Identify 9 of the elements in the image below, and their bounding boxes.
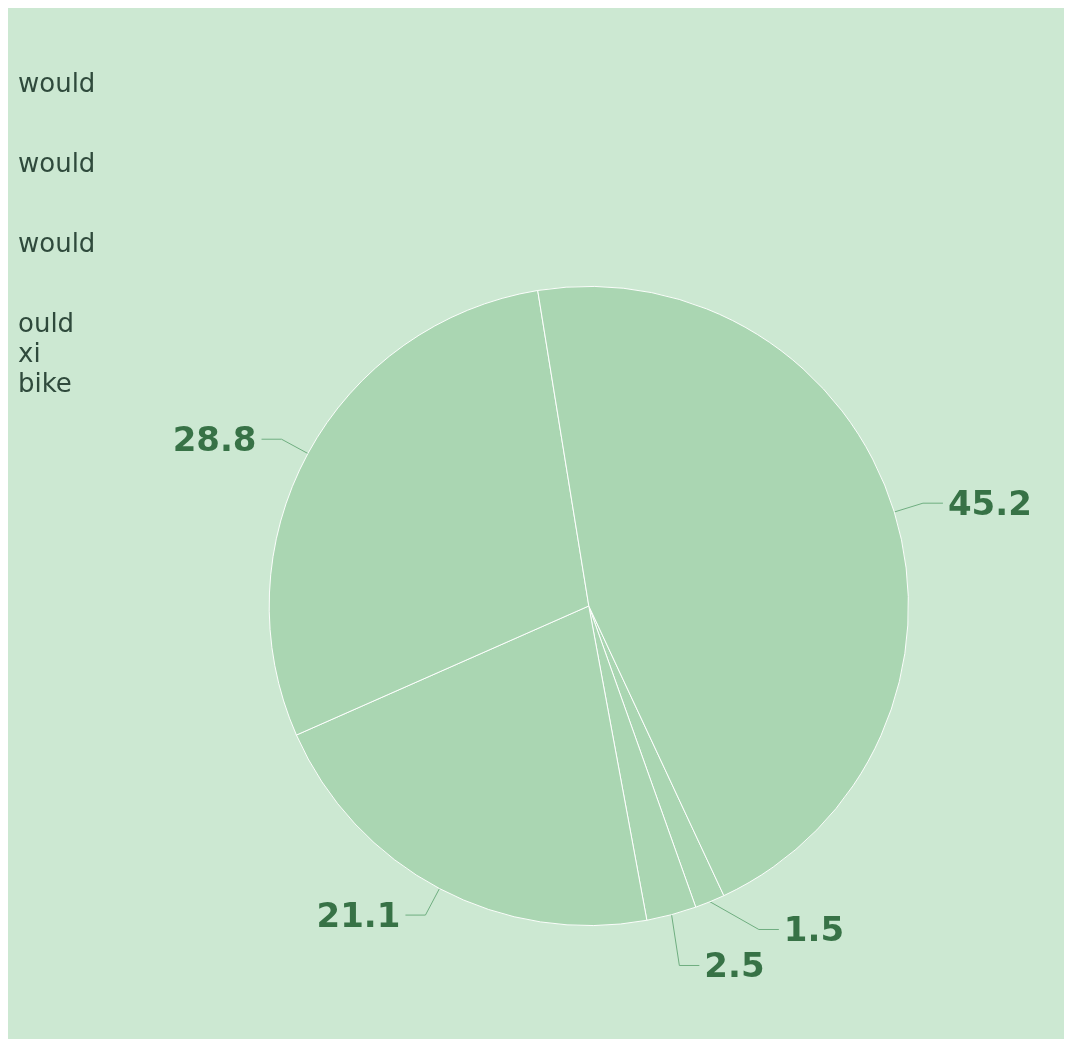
data-label: 45.2 [947,483,1032,524]
text: would [18,148,96,178]
data-label: 28.8 [172,419,257,460]
data-label: 21.1 [316,895,401,936]
text: would [18,228,96,258]
data-label: 1.5 [783,909,845,950]
data-label: 2.5 [704,945,765,986]
text: would [18,68,96,98]
text: ould xi bike [18,308,75,398]
